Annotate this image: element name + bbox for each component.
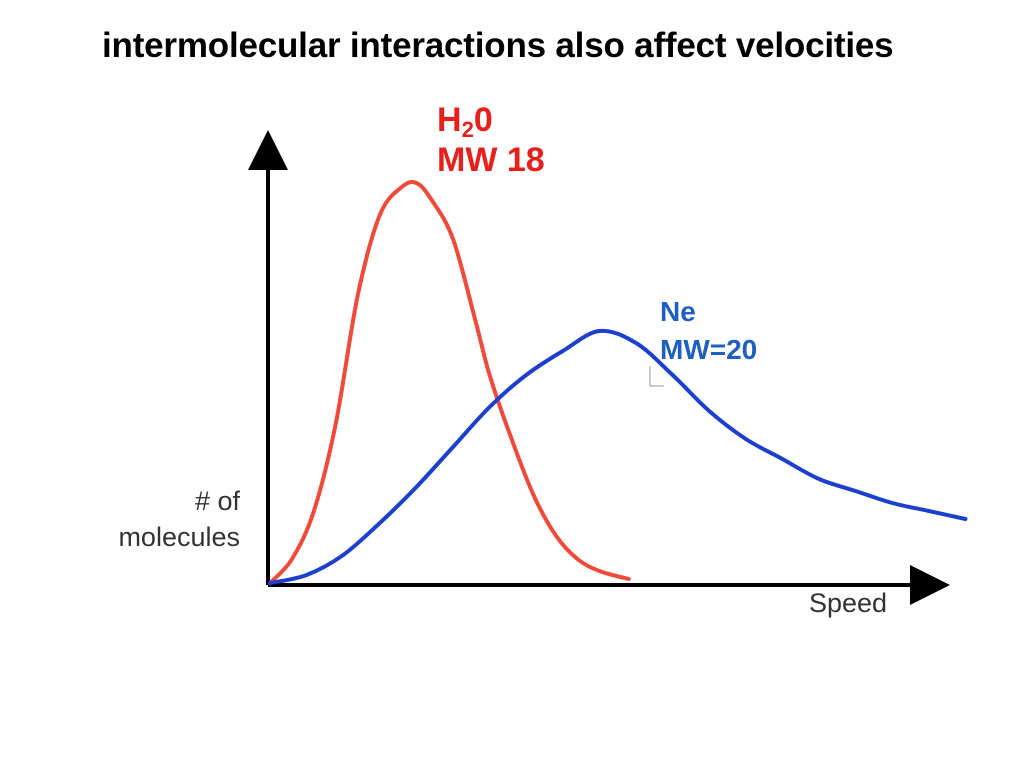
y-axis-label-line-1: # of bbox=[194, 486, 240, 516]
ne-callout-bracket bbox=[649, 366, 664, 387]
ne-curve bbox=[268, 328, 968, 585]
ne-mw: MW=20 bbox=[660, 334, 758, 365]
y-axis-label-line-2: molecules bbox=[118, 522, 240, 552]
ne-series-label: Ne MW=20 bbox=[660, 293, 757, 369]
h2o-series-label: H20 MW 18 bbox=[437, 100, 545, 180]
x-axis-label: Speed bbox=[809, 588, 888, 618]
y-axis-label: # of molecules bbox=[60, 483, 240, 555]
h2o-formula: H20 bbox=[437, 101, 493, 142]
slide-title: intermolecular interactions also affect … bbox=[102, 26, 894, 65]
h2o-mw: MW 18 bbox=[437, 141, 545, 179]
ne-name: Ne bbox=[660, 296, 696, 327]
series-layer bbox=[268, 179, 968, 585]
h2o-curve bbox=[268, 179, 631, 585]
